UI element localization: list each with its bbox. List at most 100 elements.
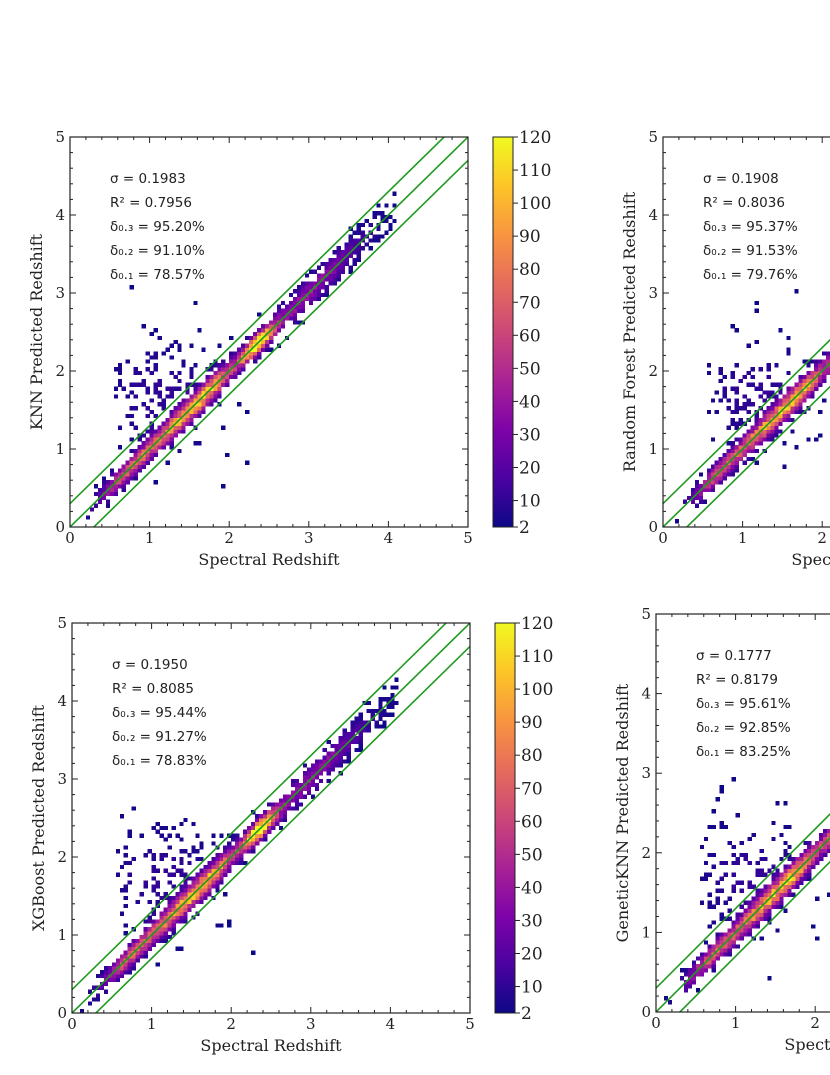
density-bin	[823, 848, 828, 854]
density-bin	[328, 265, 333, 270]
density-bin	[153, 355, 158, 360]
density-bin	[750, 402, 755, 407]
density-bin	[117, 484, 123, 489]
density-bin	[241, 359, 246, 364]
density-bin	[775, 928, 780, 933]
density-bin	[346, 755, 351, 760]
density-bin	[177, 347, 182, 352]
density-bin	[255, 821, 260, 827]
density-bin	[269, 339, 274, 344]
density-bin	[282, 818, 288, 823]
density-bin	[145, 441, 150, 446]
density-bin	[340, 261, 345, 266]
density-bin	[310, 771, 316, 776]
density-bin	[143, 884, 148, 889]
density-bin	[786, 406, 791, 411]
density-bin	[715, 900, 720, 905]
density-bin	[354, 740, 359, 745]
density-bin	[767, 904, 772, 909]
density-bin	[754, 460, 759, 465]
density-bin	[167, 919, 172, 924]
density-bin	[822, 371, 827, 376]
density-bin	[758, 394, 763, 399]
density-bin	[762, 417, 767, 422]
density-bin	[726, 464, 731, 469]
density-bin	[155, 919, 160, 924]
density-bin	[734, 390, 739, 395]
density-bin	[316, 273, 322, 278]
density-bin	[185, 398, 190, 403]
density-bin	[763, 896, 768, 901]
stat-annotation: R² = 0.7956	[110, 195, 192, 211]
density-bin	[123, 966, 129, 971]
density-bin	[783, 888, 788, 893]
density-bin	[161, 402, 166, 407]
density-bin	[278, 814, 284, 819]
density-bin	[330, 759, 335, 764]
density-bin	[316, 293, 322, 298]
density-bin	[730, 386, 735, 391]
density-bin	[734, 421, 739, 426]
density-bin	[742, 452, 747, 458]
density-bin	[746, 449, 751, 454]
density-bin	[332, 269, 337, 274]
density-bin	[255, 825, 260, 830]
density-bin	[795, 872, 800, 877]
x-axis-label: Spectral Redshift	[198, 550, 340, 569]
y-axis-label: KNN Predicted Redshift	[27, 233, 46, 430]
density-bin	[149, 398, 154, 403]
density-bin	[783, 884, 788, 889]
density-bin	[221, 378, 226, 383]
density-bin	[703, 968, 709, 973]
density-bin	[227, 841, 232, 846]
density-bin	[710, 488, 716, 493]
density-bin	[209, 398, 214, 403]
density-bin	[229, 374, 234, 380]
density-bin	[221, 359, 226, 364]
density-bin	[123, 954, 129, 959]
density-bin	[727, 952, 732, 957]
density-bin	[687, 980, 693, 985]
density-bin	[211, 868, 216, 873]
density-bin	[169, 429, 174, 434]
x-tick-label: 4	[384, 529, 394, 547]
density-bin	[107, 977, 113, 983]
density-bin	[141, 449, 146, 454]
density-bin	[687, 984, 693, 989]
density-bin	[803, 868, 808, 873]
density-bin	[707, 952, 713, 957]
density-bin	[213, 390, 218, 395]
density-bin	[308, 300, 314, 305]
density-bin	[159, 825, 164, 830]
density-bin	[125, 460, 130, 465]
density-bin	[247, 833, 252, 838]
density-bin	[312, 293, 318, 298]
density-bin	[762, 413, 767, 419]
y-tick-label: 4	[641, 685, 651, 703]
density-bin	[308, 296, 314, 302]
density-bin	[269, 335, 274, 341]
density-bin	[374, 708, 379, 713]
density-bin	[145, 437, 150, 442]
density-bin	[352, 261, 357, 266]
density-bin	[786, 347, 791, 352]
density-bin	[219, 880, 224, 885]
density-bin	[261, 328, 266, 333]
density-bin	[330, 763, 335, 768]
density-bin	[183, 907, 188, 912]
density-bin	[133, 367, 138, 372]
density-bin	[263, 825, 268, 830]
density-bin	[767, 912, 772, 917]
density-bin	[157, 445, 162, 450]
density-bin	[791, 868, 796, 873]
density-bin	[97, 491, 103, 497]
density-bin	[171, 927, 176, 932]
density-bin	[207, 872, 212, 877]
density-bin	[758, 417, 763, 422]
density-bin	[131, 962, 136, 967]
density-bin	[209, 402, 214, 407]
density-bin	[267, 821, 272, 827]
x-tick-label: 1	[147, 1015, 157, 1033]
density-bin	[141, 464, 146, 469]
density-bin	[97, 488, 103, 493]
